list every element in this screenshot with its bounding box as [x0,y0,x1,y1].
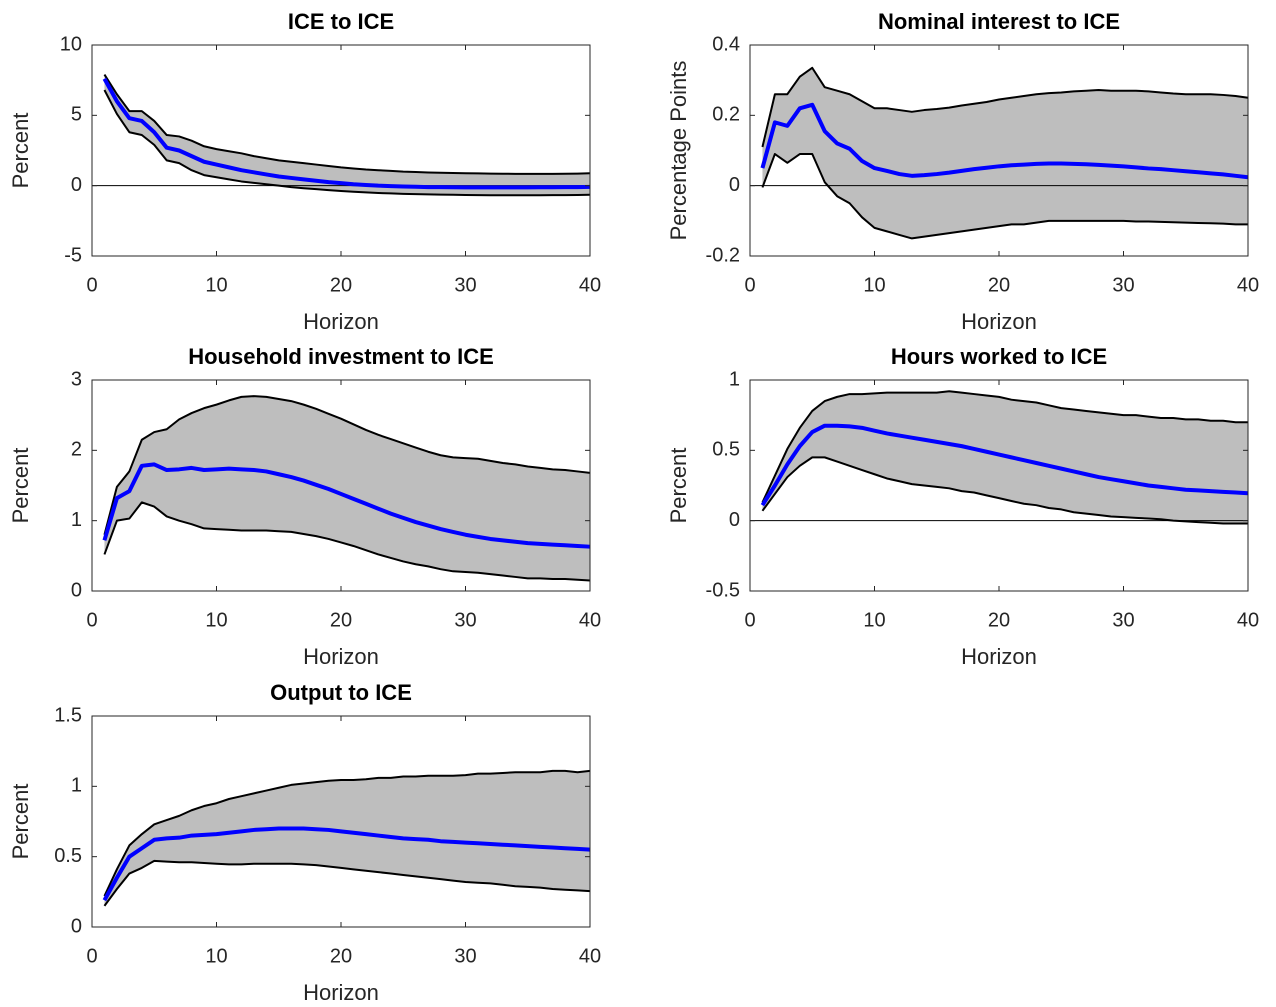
x-axis-label: Horizon [961,644,1037,669]
x-tick-label: 10 [863,609,885,631]
x-tick-label: 30 [1112,274,1134,296]
panel: 0 10 20 30 40 0 1 2 3 Household investment to ICE… [8,344,601,669]
y-axis-label: Percent [666,448,691,524]
x-tick-label: 20 [330,274,352,296]
y-tick-label: 1 [729,368,740,390]
x-tick-label: 0 [744,274,755,296]
band-edge-line [761,390,1248,503]
chart-title: Hours worked to ICE [891,344,1107,369]
x-tick-label: 30 [1112,609,1134,631]
y-tick-label: 0 [71,579,82,601]
y-tick-label: 1 [71,775,82,797]
x-tick-label: 10 [205,609,227,631]
x-tick-label: 20 [988,609,1010,631]
median-line [760,102,1249,180]
y-axis-label: Percentage Points [666,61,691,241]
y-tick-label: 0.2 [712,104,740,126]
band-edge-line [103,769,591,897]
y-tick-label: 2 [71,439,82,461]
x-tick-label: 20 [330,609,352,631]
median-line [102,462,591,549]
x-tick-label: 10 [863,274,885,296]
x-tick-label: 40 [1237,274,1259,296]
chart-title: ICE to ICE [288,9,394,34]
x-axis-label: Horizon [961,309,1037,334]
chart-title: Nominal interest to ICE [878,9,1120,34]
y-tick-label: 0 [729,174,740,196]
y-tick-label: 0.4 [712,33,740,55]
band-edge-line [761,153,1248,240]
confidence-band [762,67,1248,239]
panel: 0 10 20 30 40 0 0.5 1 1.5 Output to ICE Horizon Per… [8,680,601,1005]
x-axis-label: Horizon [303,644,379,669]
x-tick-label: 40 [1237,609,1259,631]
y-tick-label: 5 [71,104,82,126]
x-tick-label: 40 [579,274,601,296]
band-edge-line [761,456,1248,525]
band-edge-line [103,89,591,197]
y-tick-label: 0 [729,509,740,531]
y-tick-label: -5 [64,244,82,266]
band-edge-line [103,395,591,535]
band-edge-line [761,66,1249,148]
y-tick-label: 1 [71,509,82,531]
x-tick-label: 30 [454,274,476,296]
confidence-band [104,770,590,906]
x-tick-label: 30 [454,945,476,967]
median-line [102,826,591,902]
x-tick-label: 20 [988,274,1010,296]
median-line [760,423,1249,507]
x-tick-label: 20 [330,945,352,967]
band-edge-line [103,859,591,907]
chart-title: Output to ICE [270,680,412,705]
y-axis-label: Percent [8,113,33,189]
x-tick-label: 0 [744,609,755,631]
band-edge-line [103,74,591,175]
y-tick-label: 1.5 [54,704,82,726]
y-tick-label: 10 [60,33,82,55]
x-tick-label: 0 [86,274,97,296]
y-tick-label: 0 [71,915,82,937]
y-tick-label: -0.5 [706,579,740,601]
x-axis-label: Horizon [303,980,379,1005]
y-tick-label: 0.5 [712,439,740,461]
median-line [102,77,591,190]
x-tick-label: 40 [579,945,601,967]
chart-title: Household investment to ICE [188,344,494,369]
y-axis-label: Percent [8,784,33,860]
band-edge-line [103,501,591,582]
x-tick-label: 40 [579,609,601,631]
y-tick-label: 3 [71,368,82,390]
y-tick-label: 0 [71,174,82,196]
x-tick-label: 0 [86,609,97,631]
y-tick-label: 0.5 [54,845,82,867]
x-tick-label: 0 [86,945,97,967]
y-axis-label: Percent [8,448,33,524]
x-tick-label: 10 [205,274,227,296]
x-tick-label: 10 [205,945,227,967]
x-tick-label: 30 [454,609,476,631]
y-tick-label: -0.2 [706,244,740,266]
x-axis-label: Horizon [303,309,379,334]
